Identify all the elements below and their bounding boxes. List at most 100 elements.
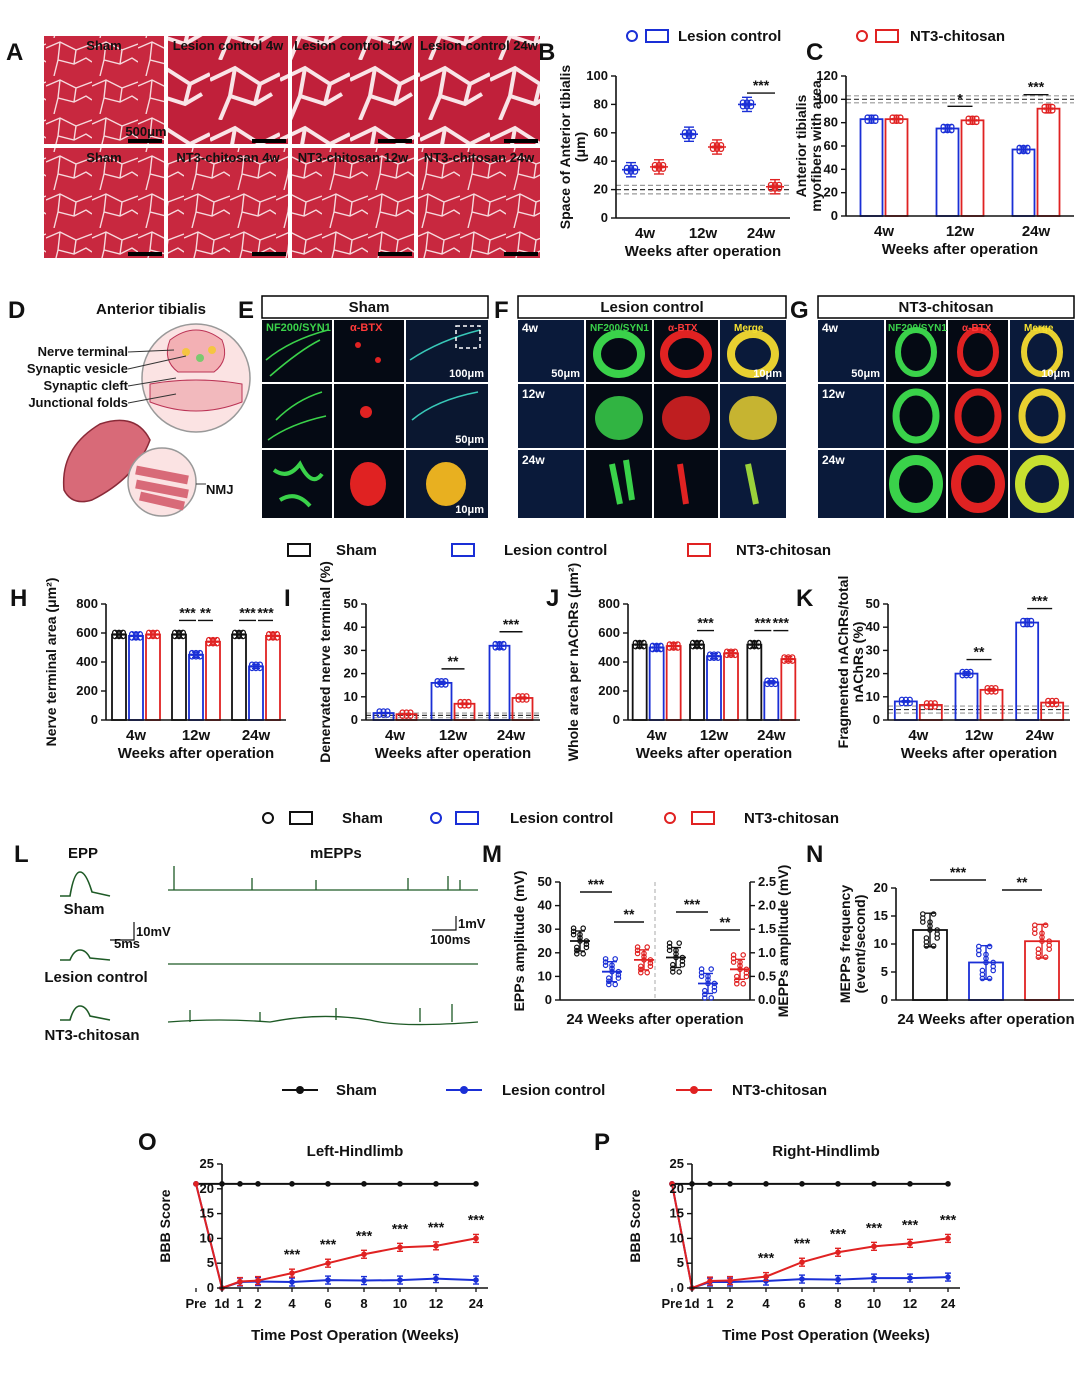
y-tick-label: 20 bbox=[344, 666, 358, 681]
legend-box-sham bbox=[289, 811, 313, 825]
data-point bbox=[171, 633, 179, 640]
data-point bbox=[969, 119, 976, 126]
data-point bbox=[730, 955, 737, 962]
data-point bbox=[132, 631, 140, 638]
data-point bbox=[136, 634, 144, 641]
significance-label: ** bbox=[200, 604, 211, 620]
merge-stain bbox=[745, 463, 759, 505]
data-point bbox=[902, 696, 909, 703]
fluor-image bbox=[262, 450, 332, 518]
leader-line bbox=[127, 393, 177, 404]
y-right-tick-label: 0.0 bbox=[758, 992, 776, 1007]
y-tick-label: 40 bbox=[538, 898, 552, 913]
data-point bbox=[647, 963, 654, 970]
data-point bbox=[399, 709, 406, 716]
x-tick-label: 4w bbox=[126, 727, 146, 744]
significance-label: ** bbox=[624, 906, 635, 922]
data-point bbox=[442, 678, 449, 685]
data-point bbox=[380, 711, 387, 718]
data-point bbox=[457, 702, 464, 709]
data-point bbox=[731, 652, 739, 659]
btx-stain bbox=[360, 406, 372, 418]
data-point bbox=[115, 629, 123, 636]
data-point bbox=[657, 642, 664, 649]
data-point bbox=[252, 661, 260, 668]
data-point bbox=[963, 672, 970, 679]
data-point bbox=[188, 653, 196, 660]
chart-b: 0 20 40 60 80 100 Space of Anterior tibialis (μ… bbox=[557, 65, 790, 260]
data-point bbox=[438, 681, 445, 688]
data-point bbox=[1024, 617, 1031, 624]
y-tick-label: 20 bbox=[538, 945, 552, 960]
data-point bbox=[747, 643, 754, 650]
y-axis-label: BBB Score bbox=[157, 1189, 173, 1262]
series-line bbox=[671, 1183, 949, 1290]
data-point bbox=[119, 633, 127, 640]
data-point bbox=[751, 643, 758, 650]
data-point bbox=[461, 698, 468, 706]
bar bbox=[859, 118, 884, 217]
chart-title: Left-Hindlimb bbox=[307, 1143, 404, 1160]
data-point bbox=[973, 115, 980, 122]
data-point bbox=[465, 702, 472, 709]
channel-label: Merge bbox=[1024, 323, 1054, 334]
data-point bbox=[764, 681, 771, 688]
data-point bbox=[145, 633, 153, 640]
legend-box-nt3 bbox=[875, 29, 899, 43]
data-point bbox=[666, 641, 673, 648]
data-point bbox=[500, 644, 507, 651]
significance-label: *** bbox=[257, 604, 274, 620]
bar bbox=[171, 633, 187, 721]
histology-label: NT3-chitosan 24w bbox=[424, 150, 535, 165]
significance-label: *** bbox=[179, 604, 196, 620]
x-tick-label: 12w bbox=[689, 225, 718, 242]
btx-stain bbox=[350, 462, 386, 506]
y-tick-label: 50 bbox=[538, 874, 552, 889]
nerve-stain bbox=[895, 327, 937, 377]
data-point bbox=[213, 640, 221, 647]
data-point bbox=[1046, 946, 1053, 953]
x-axis-label: Weeks after operation bbox=[636, 745, 792, 762]
scale-label: 10μm bbox=[455, 504, 484, 516]
mepps-title: mEPPs bbox=[310, 845, 362, 862]
panel-letter-e: E bbox=[238, 297, 254, 324]
chart-c: 0 20 40 60 80 100 120 Anterior tibialis myofiber… bbox=[793, 68, 1074, 258]
y-tick-label: 800 bbox=[76, 596, 98, 611]
data-point bbox=[789, 654, 796, 661]
series-point bbox=[763, 1273, 769, 1280]
data-point bbox=[697, 639, 705, 646]
y-tick-label: 40 bbox=[824, 161, 838, 176]
data-point bbox=[1028, 617, 1035, 624]
y-tick-label: 5 bbox=[207, 1255, 214, 1270]
data-point bbox=[248, 661, 256, 668]
data-point bbox=[438, 678, 445, 685]
data-point bbox=[934, 935, 941, 941]
data-point bbox=[897, 117, 904, 125]
data-point bbox=[743, 973, 750, 980]
data-point bbox=[714, 654, 722, 662]
data-point bbox=[248, 665, 256, 672]
y-tick-label: 5 bbox=[677, 1255, 684, 1270]
scale-bar bbox=[128, 252, 162, 256]
fluor-image bbox=[518, 320, 584, 382]
x-tick-label: 12w bbox=[946, 223, 975, 240]
y-tick-label: 0 bbox=[613, 712, 620, 727]
data-point bbox=[1039, 938, 1045, 945]
merge-stain bbox=[1021, 327, 1063, 377]
x-tick-label: 24w bbox=[1025, 727, 1054, 744]
data-point bbox=[986, 943, 993, 950]
data-point bbox=[669, 969, 676, 975]
data-point bbox=[670, 641, 677, 648]
data-point bbox=[615, 972, 622, 978]
series-point bbox=[289, 1181, 295, 1187]
data-point bbox=[1020, 148, 1027, 155]
junctional-folds-shape bbox=[149, 379, 243, 412]
data-point bbox=[632, 643, 639, 650]
legend-nt3: NT3-chitosan bbox=[736, 542, 831, 559]
histology-image bbox=[292, 36, 414, 144]
fluor-image bbox=[518, 450, 584, 518]
significance-label: *** bbox=[503, 616, 520, 632]
data-point bbox=[179, 633, 187, 640]
scale-m-t: 100ms bbox=[430, 932, 470, 947]
histology-image bbox=[168, 36, 288, 144]
